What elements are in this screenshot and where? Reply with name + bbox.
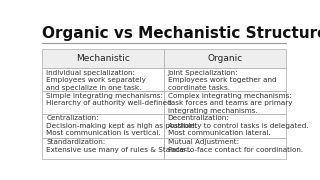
- Text: Decentralization:
Authority to control tasks is delegated.
Most communication la: Decentralization: Authority to control t…: [168, 115, 308, 136]
- Bar: [164, 68, 285, 91]
- Text: Mutual Adjustment:
Face-to-face contact for coordination.: Mutual Adjustment: Face-to-face contact …: [168, 139, 303, 153]
- Text: Standardization:
Extensive use many of rules & Standar...: Standardization: Extensive use many of r…: [46, 139, 193, 153]
- Text: Centralization:
Decision-making kept as high as possible.
Most communication is : Centralization: Decision-making kept as …: [46, 115, 197, 136]
- Bar: [43, 91, 164, 114]
- Bar: [164, 91, 285, 114]
- Text: Organic: Organic: [207, 54, 242, 63]
- Text: Simple integrating mechanisms:
Hierarchy of authority well-defined.: Simple integrating mechanisms: Hierarchy…: [46, 93, 174, 106]
- Bar: [43, 68, 164, 91]
- Text: Mechanistic: Mechanistic: [76, 54, 130, 63]
- Text: Joint Specialization:
Employees work together and
coordinate tasks.: Joint Specialization: Employees work tog…: [168, 70, 276, 91]
- Bar: [164, 49, 285, 68]
- Bar: [43, 138, 164, 159]
- Bar: [43, 49, 164, 68]
- Text: Individual specialization:
Employees work separately
and specialize in one task.: Individual specialization: Employees wor…: [46, 70, 146, 91]
- Text: Organic vs Mechanistic Structures: Organic vs Mechanistic Structures: [43, 26, 320, 41]
- Text: Complex integrating mechanisms:
task forces and teams are primary
integrating me: Complex integrating mechanisms: task for…: [168, 93, 292, 114]
- Bar: [164, 114, 285, 138]
- Bar: [43, 114, 164, 138]
- Bar: [164, 138, 285, 159]
